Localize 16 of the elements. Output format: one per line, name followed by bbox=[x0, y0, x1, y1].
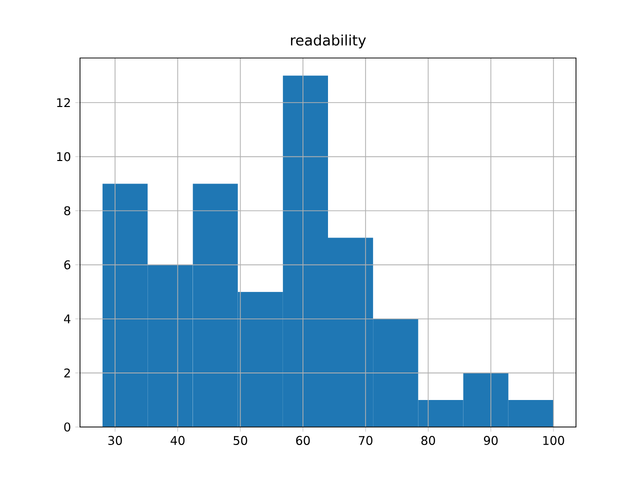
chart-title: readability bbox=[291, 34, 366, 48]
x-tick-label: 90 bbox=[484, 436, 498, 446]
x-tick-label: 30 bbox=[108, 436, 122, 446]
y-tick-label: 4 bbox=[64, 314, 70, 324]
x-tick-label: 70 bbox=[358, 436, 372, 446]
x-tick-label: 60 bbox=[296, 436, 310, 446]
y-tick-label: 10 bbox=[57, 152, 70, 162]
y-tick-label: 8 bbox=[64, 206, 70, 216]
x-tick-label: 100 bbox=[543, 436, 564, 446]
y-tick-label: 12 bbox=[57, 98, 70, 108]
y-tick-label: 6 bbox=[64, 260, 70, 270]
y-tick-label: 2 bbox=[64, 368, 70, 378]
x-tick-label: 40 bbox=[170, 436, 185, 446]
x-tick-label: 80 bbox=[421, 436, 436, 446]
x-tick-label: 50 bbox=[234, 436, 248, 446]
y-tick-label: 0 bbox=[64, 422, 70, 432]
